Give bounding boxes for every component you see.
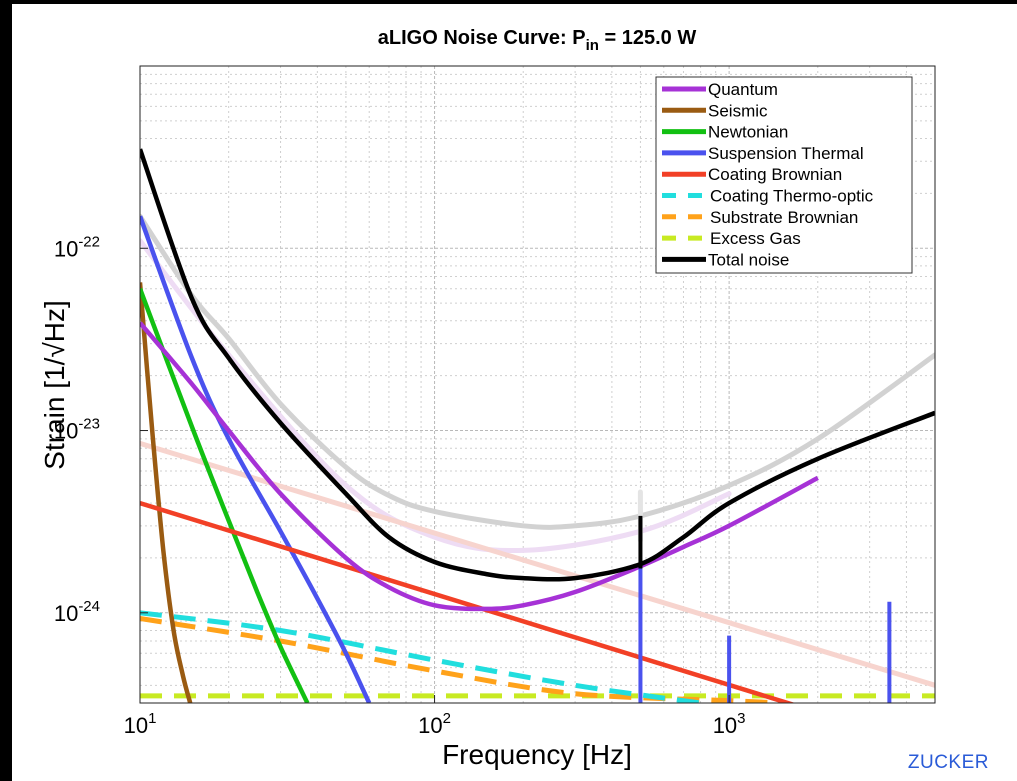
y-tick-label: 10-24 [54,598,100,626]
legend-label-quantum: Quantum [708,80,778,99]
legend: Quantum Seismic Newtonian Suspension Therma… [655,76,913,274]
x-tick-label: 101 [124,710,157,738]
x-tick-label: 102 [418,710,451,738]
author-credit: ZUCKER [907,752,989,773]
legend-label-total-noise: Total noise [708,250,789,269]
legend-label-excess-gas: Excess Gas [710,229,801,248]
noise-curve-chart: 101 102 103 10-22 10-23 10-24 aLIGO Noise Cu… [39,27,936,770]
y-axis-label: Strain [1/√Hz] [39,300,70,469]
legend-label-coating-thermo-optic: Coating Thermo-optic [710,187,874,206]
series-suspension-thermal [140,215,372,703]
y-tick-label: 10-22 [54,233,100,261]
legend-label-newtonian: Newtonian [708,123,788,142]
x-tick-label: 103 [713,710,746,738]
legend-label-substrate-brownian: Substrate Brownian [710,208,858,227]
legend-label-seismic: Seismic [708,101,768,120]
background-curve [140,213,935,530]
slide: 101 102 103 10-22 10-23 10-24 aLIGO Noise Cu… [12,4,1017,781]
series-seismic [140,282,193,703]
series-total-noise [140,148,935,582]
series-coating-thermo-optic [140,610,701,703]
legend-label-coating-brownian: Coating Brownian [708,165,842,184]
resonance-layer [638,515,892,703]
legend-label-suspension-thermal: Suspension Thermal [708,144,864,163]
series-newtonian [140,287,310,703]
series-coating-brownian [140,500,796,703]
series-layer [140,148,935,703]
plot-frame [139,65,936,704]
x-axis-label: Frequency [Hz] [442,739,632,770]
y-axis-ticks: 10-22 10-23 10-24 [54,233,148,626]
chart-title: aLIGO Noise Curve: Pin = 125.0 W [378,27,697,54]
series-substrate-brownian [140,616,782,703]
y-tick-label: 10-23 [54,416,100,444]
x-axis-ticks: 101 102 103 [124,695,746,738]
series-quantum [140,321,819,612]
